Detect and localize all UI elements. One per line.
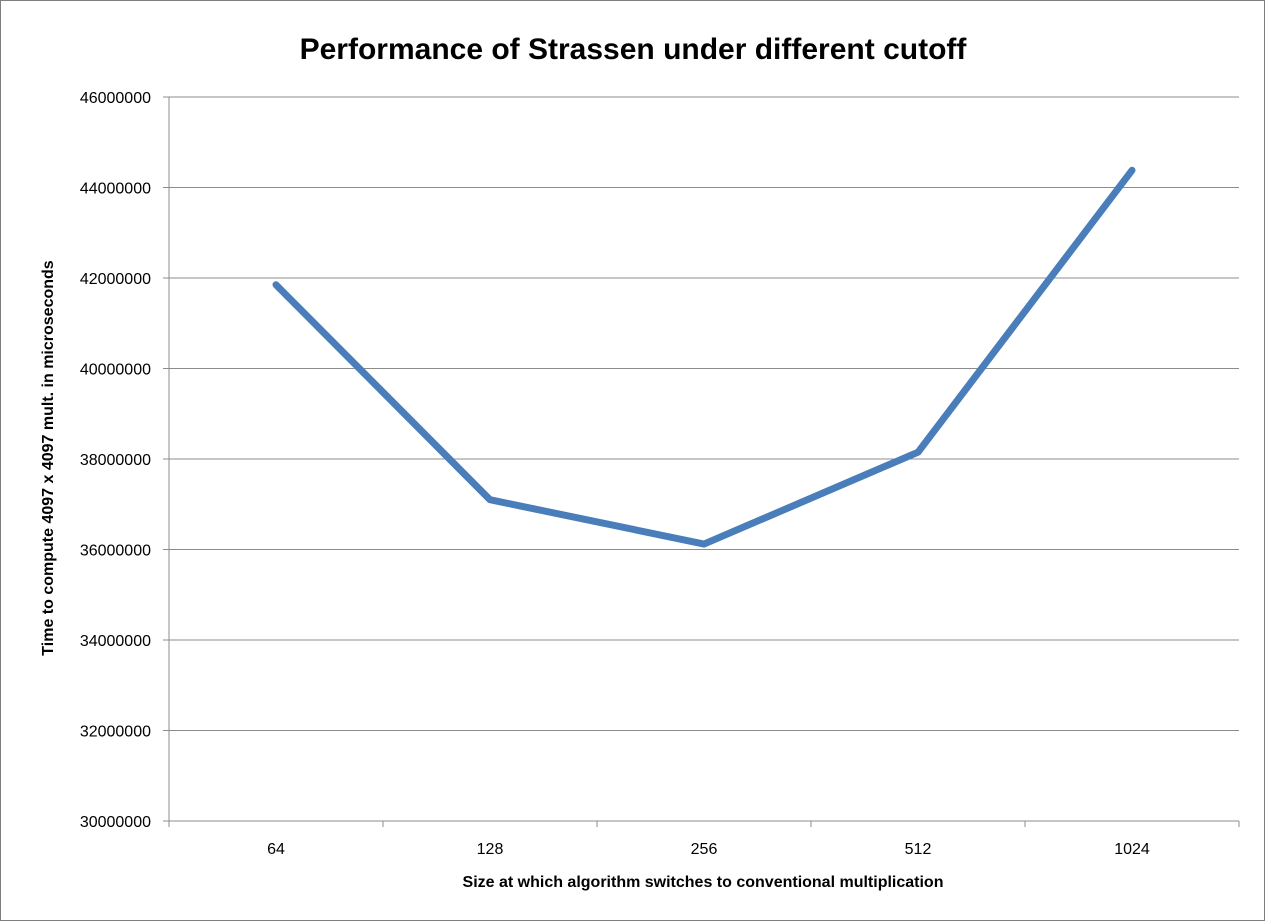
y-tick-label: 40000000 [80, 362, 151, 379]
y-tick-label: 32000000 [80, 724, 151, 741]
x-axis-title: Size at which algorithm switches to conv… [463, 874, 944, 891]
series-layer [276, 170, 1132, 544]
y-tick-labels: 30000000 32000000 34000000 36000000 38000000… [80, 90, 151, 831]
y-axis-title: Time to compute 4097 x 4097 mult. in mic… [40, 260, 57, 656]
x-tick-label: 256 [691, 841, 718, 858]
x-tick-labels: 64 128 256 512 1024 [267, 841, 1150, 858]
x-tick-label: 64 [267, 841, 285, 858]
y-tick-label: 44000000 [80, 181, 151, 198]
y-tick-label: 30000000 [80, 814, 151, 831]
y-tick-label: 42000000 [80, 271, 151, 288]
y-tick-label: 36000000 [80, 543, 151, 560]
x-tick-label: 512 [905, 841, 932, 858]
x-tick-label: 128 [477, 841, 504, 858]
chart-title: Performance of Strassen under different … [300, 33, 968, 66]
y-tick-label: 38000000 [80, 452, 151, 469]
series-line [276, 170, 1132, 544]
y-tick-label: 34000000 [80, 633, 151, 650]
y-tick-label: 46000000 [80, 90, 151, 107]
gridlines [169, 97, 1239, 821]
x-tick-label: 1024 [1114, 841, 1150, 858]
axes [163, 97, 1239, 827]
